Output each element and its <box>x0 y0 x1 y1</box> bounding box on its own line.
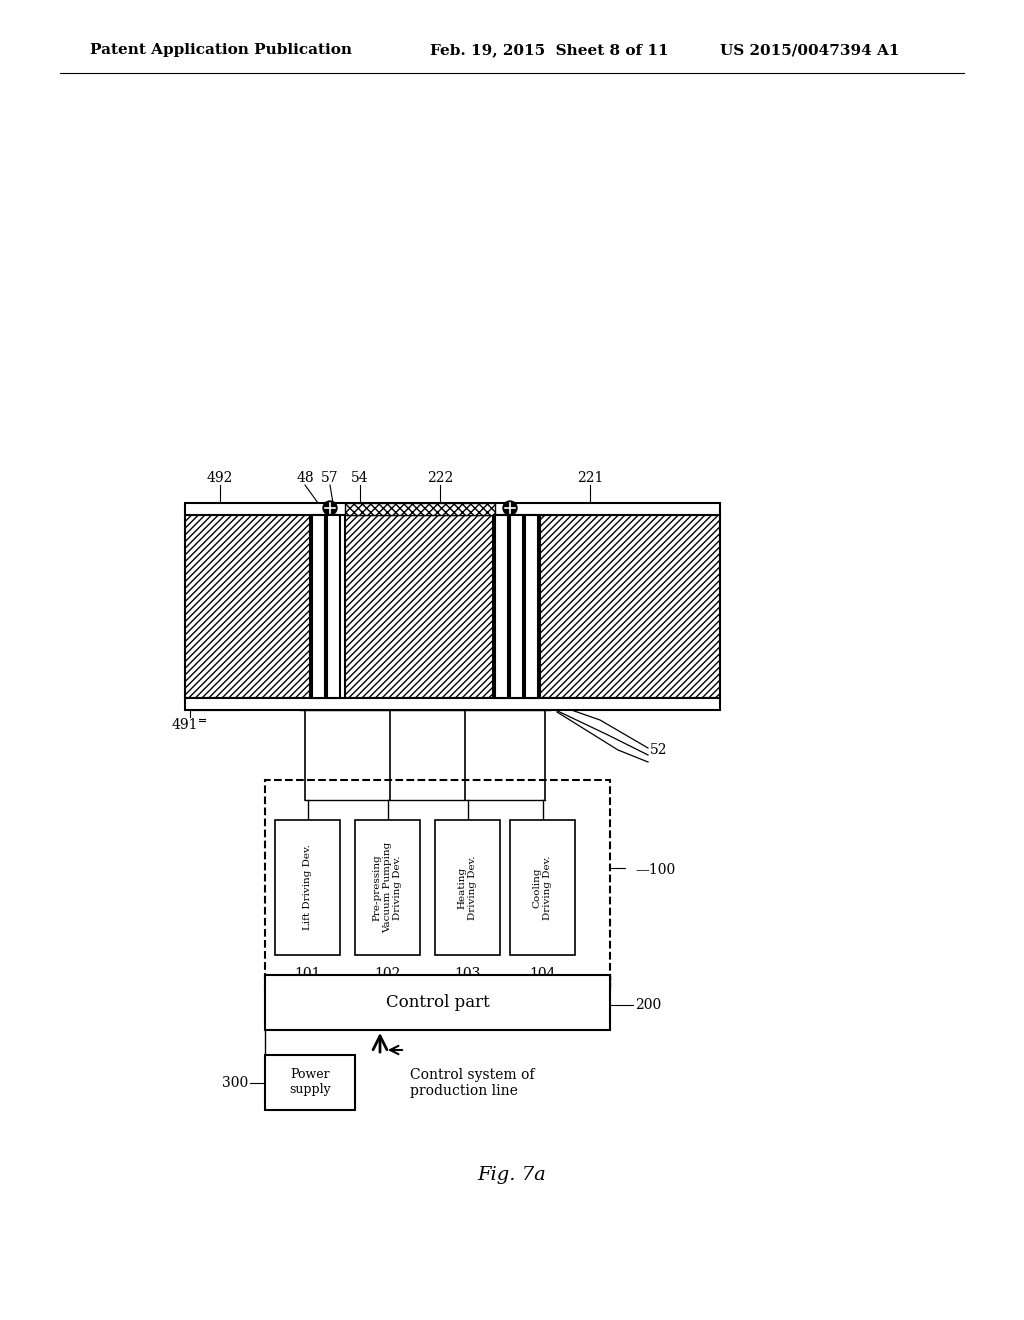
Bar <box>185 503 720 515</box>
Text: Cooling
Driving Dev.: Cooling Driving Dev. <box>532 855 552 920</box>
Bar <box>525 515 538 698</box>
Text: Lift Driving Dev.: Lift Driving Dev. <box>303 845 312 931</box>
Bar <box>540 515 720 698</box>
Text: Control system of
production line: Control system of production line <box>410 1068 535 1098</box>
Bar <box>435 820 500 954</box>
Text: 102: 102 <box>375 968 400 981</box>
Bar <box>265 975 610 1030</box>
Bar <box>265 1055 355 1110</box>
Bar <box>495 515 508 698</box>
Circle shape <box>503 502 517 515</box>
Text: 222: 222 <box>427 471 454 484</box>
Bar <box>510 515 523 698</box>
Text: Fig. 7a: Fig. 7a <box>477 1166 547 1184</box>
Bar <box>345 515 493 698</box>
Bar <box>355 820 420 954</box>
Bar <box>185 698 720 710</box>
Text: Patent Application Publication: Patent Application Publication <box>90 44 352 57</box>
Text: 101: 101 <box>294 968 321 981</box>
Bar <box>327 515 340 698</box>
Text: Feb. 19, 2015  Sheet 8 of 11: Feb. 19, 2015 Sheet 8 of 11 <box>430 44 669 57</box>
Text: 221: 221 <box>577 471 603 484</box>
Text: 57: 57 <box>322 471 339 484</box>
Circle shape <box>323 502 337 515</box>
Bar <box>265 780 610 990</box>
Text: —100: —100 <box>635 863 675 876</box>
Text: 104: 104 <box>529 968 556 981</box>
Text: Pre-pressing
Vacuum Pumping
Driving Dev.: Pre-pressing Vacuum Pumping Driving Dev. <box>373 842 402 933</box>
Text: Power
supply: Power supply <box>289 1068 331 1097</box>
Text: 492: 492 <box>207 471 233 484</box>
Text: 54: 54 <box>351 471 369 484</box>
Text: 200: 200 <box>635 998 662 1012</box>
Text: US 2015/0047394 A1: US 2015/0047394 A1 <box>720 44 899 57</box>
Bar <box>275 820 340 954</box>
Bar <box>510 820 575 954</box>
Text: Heating
Driving Dev.: Heating Driving Dev. <box>458 855 477 920</box>
Text: 300: 300 <box>222 1076 248 1090</box>
Text: 103: 103 <box>455 968 480 981</box>
Bar <box>312 515 325 698</box>
Bar <box>345 503 495 515</box>
Text: 48: 48 <box>296 471 313 484</box>
Text: 491: 491 <box>172 718 199 733</box>
Text: Control part: Control part <box>386 994 489 1011</box>
Bar <box>185 515 310 698</box>
Text: 52: 52 <box>650 743 668 756</box>
